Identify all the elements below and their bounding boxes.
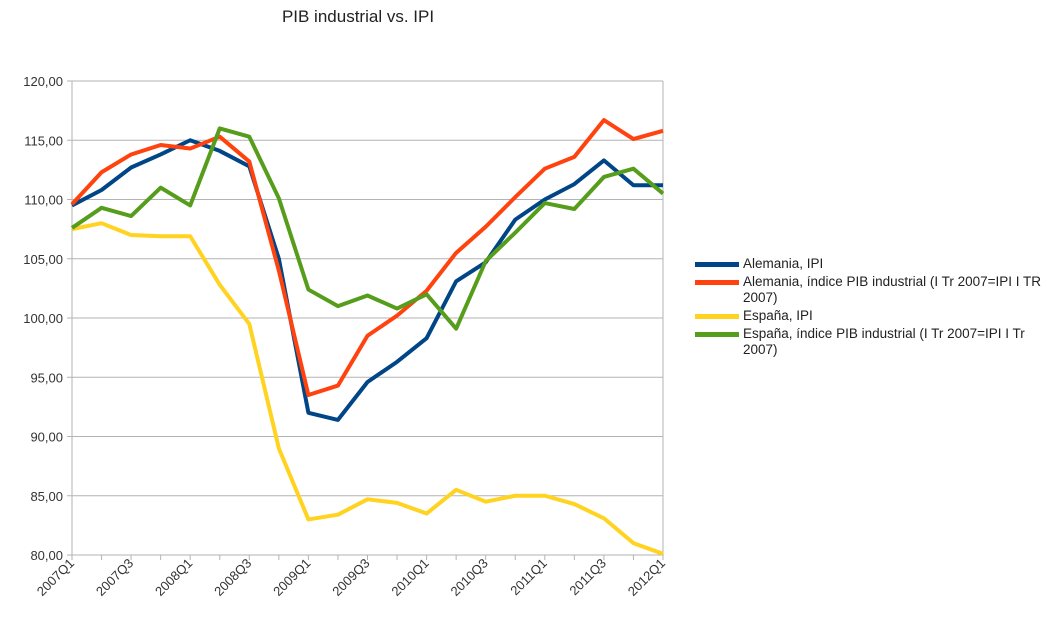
legend-item: España, índice PIB industrial (I Tr 2007… — [695, 326, 1045, 358]
x-tick-label: 2008Q3 — [211, 556, 254, 599]
y-tick-label: 100,00 — [23, 311, 63, 326]
legend-item: Alemania, índice PIB industrial (I Tr 20… — [695, 274, 1045, 306]
legend: Alemania, IPI Alemania, índice PIB indust… — [695, 256, 1045, 360]
chart-title: PIB industrial vs. IPI — [282, 7, 434, 26]
y-tick-label: 120,00 — [23, 74, 63, 89]
x-tick-label: 2009Q1 — [270, 556, 313, 599]
x-tick-label: 2011Q1 — [507, 556, 550, 599]
series-line-1 — [70, 118, 664, 398]
y-tick-label: 105,00 — [23, 252, 63, 267]
legend-label: España, IPI — [743, 308, 813, 323]
legend-swatch — [695, 280, 739, 285]
legend-swatch — [695, 332, 739, 337]
x-tick-label: 2008Q1 — [152, 556, 195, 599]
legend-item: Alemania, IPI — [695, 256, 1045, 272]
legend-label: España, índice PIB industrial (I Tr 2007… — [743, 326, 1025, 357]
x-tick-label: 2010Q1 — [388, 556, 431, 599]
y-tick-label: 85,00 — [30, 489, 63, 504]
y-tick-label: 110,00 — [24, 193, 63, 208]
y-tick-label: 80,00 — [30, 548, 63, 563]
series-line-2 — [71, 221, 664, 556]
x-tick-label: 2011Q3 — [566, 556, 609, 599]
series-line-0 — [71, 138, 663, 422]
legend-swatch — [695, 314, 739, 319]
y-tick-label: 90,00 — [30, 430, 63, 445]
legend-label: Alemania, IPI — [743, 256, 824, 271]
legend-item: España, IPI — [695, 308, 1045, 324]
x-tick-label: 2009Q3 — [329, 556, 372, 599]
x-tick-label: 2007Q3 — [93, 556, 136, 599]
legend-swatch — [695, 262, 739, 267]
y-tick-label: 115,00 — [24, 133, 63, 148]
legend-label: Alemania, índice PIB industrial (I Tr 20… — [743, 274, 1042, 305]
x-tick-label: 2010Q3 — [448, 556, 491, 599]
y-tick-label: 95,00 — [30, 370, 63, 385]
x-tick-label: 2012Q1 — [625, 556, 668, 599]
